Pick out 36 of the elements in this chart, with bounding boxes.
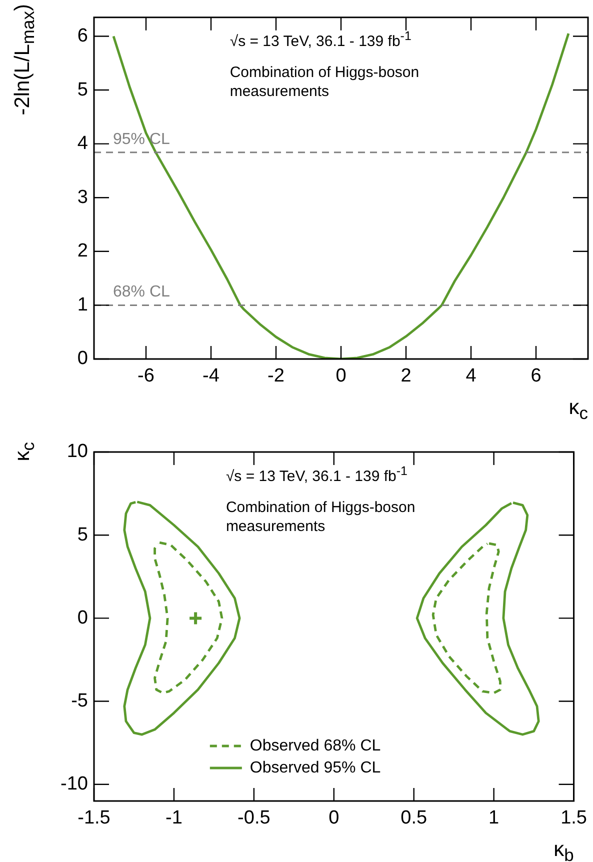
x-tick-label: 1 bbox=[488, 808, 500, 829]
x-tick-label: 0.5 bbox=[400, 808, 428, 829]
y-tick-label: 0 bbox=[77, 607, 88, 628]
annotation: √s = 13 TeV, 36.1 - 139 fb$^{-1}$ bbox=[226, 464, 409, 487]
legend-label: Observed 68% CL bbox=[250, 737, 381, 754]
y-tick-label: 0 bbox=[77, 348, 88, 370]
y-tick-label: 10 bbox=[66, 441, 88, 462]
y-tick-label: 6 bbox=[77, 25, 88, 46]
x-tick-label: -1.5 bbox=[78, 808, 110, 829]
x-axis-title: κ$_{b}$ bbox=[554, 838, 574, 862]
y-tick-label: 5 bbox=[77, 79, 88, 100]
ref-line-label: 68% CL bbox=[113, 284, 170, 301]
y-tick-label: -5 bbox=[71, 690, 88, 712]
annotation: Combination of Higgs-boson measurements bbox=[230, 64, 420, 102]
x-tick-label: -0.5 bbox=[238, 808, 270, 829]
annotation: Combination of Higgs-boson measurements bbox=[226, 498, 416, 536]
y-tick-label: -10 bbox=[60, 774, 88, 795]
y-tick-label: 1 bbox=[77, 294, 88, 316]
x-tick-label: 2 bbox=[400, 366, 412, 387]
x-tick-label: 6 bbox=[530, 366, 542, 387]
ref-line-label: 95% CL bbox=[113, 130, 170, 148]
y-tick-label: 4 bbox=[77, 133, 88, 154]
y-tick-label: 2 bbox=[77, 240, 88, 262]
x-tick-label: 1.5 bbox=[560, 808, 588, 829]
x-tick-label: -2 bbox=[268, 366, 284, 387]
x-tick-label: 4 bbox=[466, 366, 477, 387]
annotation: √s = 13 TeV, 36.1 - 139 fb$^{-1}$ bbox=[230, 29, 412, 52]
x-tick-label: -6 bbox=[138, 366, 154, 387]
x-tick-label: -1 bbox=[166, 808, 182, 829]
legend-label: Observed 95% CL bbox=[250, 759, 381, 776]
x-tick-label: -4 bbox=[202, 366, 220, 387]
x-tick-label: 0 bbox=[336, 366, 346, 387]
y-tick-label: 5 bbox=[77, 524, 88, 546]
x-axis-title: κ$_{c}$ bbox=[568, 396, 588, 424]
x-tick-label: 0 bbox=[328, 808, 340, 829]
y-tick-label: 3 bbox=[77, 186, 88, 208]
